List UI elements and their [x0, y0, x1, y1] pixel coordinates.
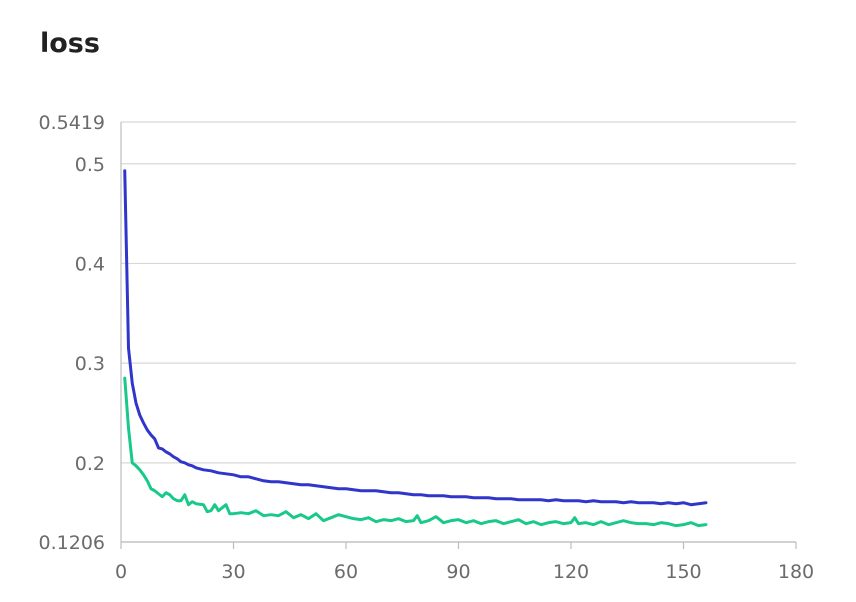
x-tick-label: 180	[778, 561, 814, 583]
x-tick-label: 90	[446, 561, 470, 583]
y-tick-label: 0.3	[75, 353, 105, 375]
y-tick-label: 0.1206	[39, 532, 105, 554]
x-tick-label: 150	[665, 561, 701, 583]
y-tick-label: 0.5	[75, 154, 105, 176]
y-tick-label: 0.4	[75, 253, 105, 275]
y-tick-label: 0.5419	[39, 112, 105, 134]
grid-layer	[121, 121, 796, 543]
series-line-2	[123, 376, 708, 528]
axis-layer	[120, 122, 797, 549]
x-tick-label: 120	[553, 561, 589, 583]
series-layer	[123, 169, 708, 528]
chart-title: loss	[40, 28, 100, 59]
tick-layer: 0.5419 0.5 0.4 0.3 0.2 0.1206 0 30 60 90 120 150 180	[39, 112, 815, 583]
x-tick-label: 60	[334, 561, 358, 583]
series-line-1	[123, 169, 708, 507]
y-tick-label: 0.2	[75, 453, 105, 475]
x-tick-label: 0	[115, 561, 127, 583]
x-tick-label: 30	[221, 561, 245, 583]
